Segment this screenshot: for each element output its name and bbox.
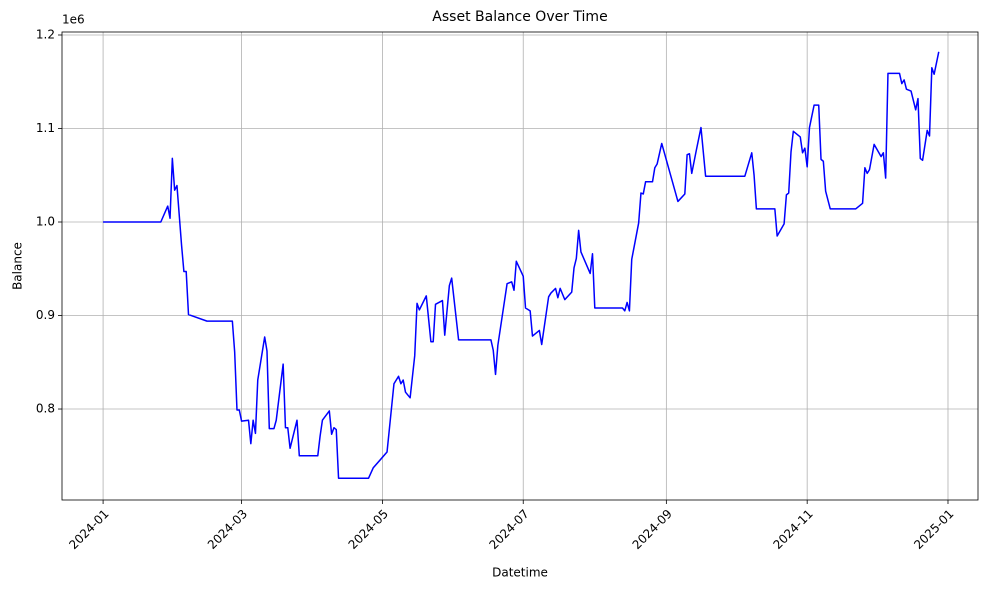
y-tick-label: 1.2 xyxy=(36,27,55,41)
y-tick-label: 1.1 xyxy=(36,121,55,135)
y-tick-label: 0.8 xyxy=(36,402,55,416)
y-tick-label: 1.0 xyxy=(36,215,55,229)
plot-frame xyxy=(61,31,979,501)
x-axis-label: Datetime xyxy=(492,566,548,580)
chart-title: Asset Balance Over Time xyxy=(432,9,607,25)
y-axis-label: Balance xyxy=(11,242,25,290)
y-tick-label: 0.9 xyxy=(36,308,55,322)
balance-line xyxy=(103,51,940,479)
y-offset-label: 1e6 xyxy=(62,13,85,27)
